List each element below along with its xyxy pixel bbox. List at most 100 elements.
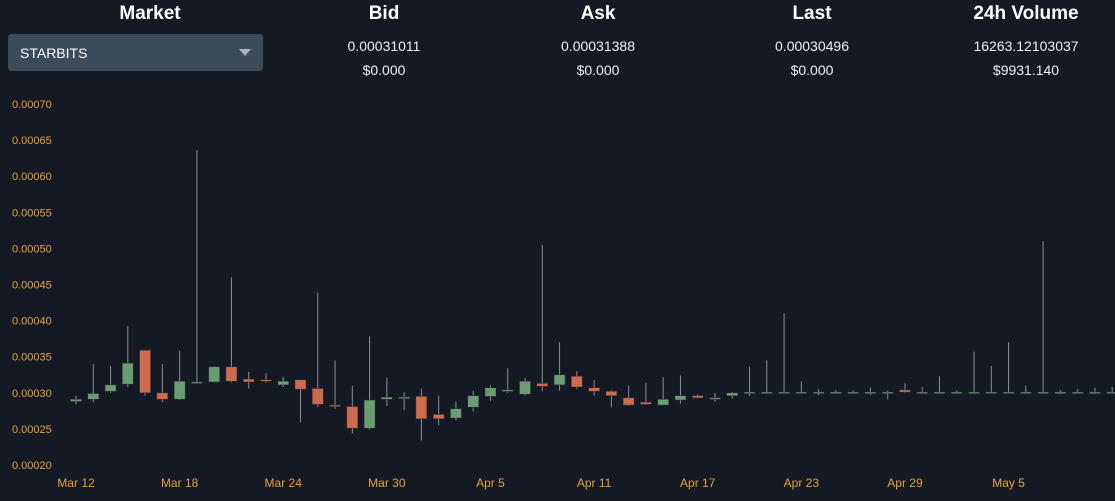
candle	[985, 366, 998, 394]
candle-body-up	[1037, 391, 1049, 394]
candle	[812, 389, 825, 395]
candle	[571, 371, 583, 390]
candle-body-up	[881, 391, 894, 394]
candle-body-down	[588, 387, 600, 392]
candle-body-up	[450, 408, 462, 419]
candle-body-down	[536, 383, 549, 387]
candle-body-up	[173, 380, 186, 400]
candle-body-down	[329, 404, 341, 407]
candle-body-up	[1071, 391, 1084, 394]
y-axis: 0.00020 0.00025 0.00030 0.00035 0.00040 0.000…	[12, 99, 52, 472]
y-tick-label: 0.00055	[12, 207, 52, 219]
x-axis: Mar 12 Mar 18 Mar 24 Mar 30 Apr 5 Apr 11 Apr 1…	[57, 476, 1025, 490]
candle	[709, 392, 721, 402]
ask-usd-value: $0.000	[576, 62, 620, 78]
candle	[951, 390, 963, 394]
candle	[553, 342, 566, 391]
y-tick-label: 0.00050	[12, 243, 52, 255]
candle-body-up	[1106, 391, 1115, 394]
candle	[899, 383, 911, 393]
volume-header: 24h Volume	[973, 3, 1079, 24]
last-header: Last	[792, 3, 832, 24]
candlestick-chart[interactable]: 0.00020 0.00025 0.00030 0.00035 0.00040 0.000…	[0, 88, 1115, 501]
candle	[87, 363, 100, 403]
candle	[260, 373, 272, 383]
x-tick-label: Apr 11	[577, 476, 612, 490]
x-tick-label: Apr 29	[887, 476, 923, 490]
candle	[1002, 342, 1015, 394]
candle-body-up	[1020, 391, 1032, 394]
candle	[1054, 389, 1067, 395]
candle	[173, 350, 186, 401]
candle-body-down	[605, 391, 618, 396]
candle-body-up	[709, 397, 721, 400]
bid-usd-value: $0.000	[362, 62, 406, 78]
candle-body-down	[294, 379, 307, 390]
candle	[657, 376, 669, 406]
candle-body-up	[761, 391, 773, 394]
candle-body-up	[208, 366, 220, 383]
candle	[1071, 389, 1084, 394]
candle-body-down	[156, 392, 169, 400]
candle	[1106, 387, 1115, 394]
x-tick-label: Apr 23	[784, 476, 820, 490]
last-value: 0.00030496	[775, 38, 849, 54]
candle-body-up	[363, 399, 376, 429]
market-select[interactable]: STARBITS	[8, 34, 263, 71]
candle	[1020, 385, 1032, 394]
candle-body-up	[830, 391, 842, 394]
candle-body-up	[277, 380, 289, 386]
candle-body-up	[70, 399, 82, 402]
candle-body-down	[139, 349, 151, 394]
y-tick-label: 0.00070	[12, 99, 52, 111]
bid-header: Bid	[368, 3, 400, 24]
candle	[346, 385, 359, 434]
candle	[415, 388, 428, 441]
candle-body-down	[622, 397, 635, 406]
y-tick-label: 0.00035	[12, 352, 52, 364]
candle	[830, 389, 842, 394]
candle-body-up	[104, 384, 117, 392]
candle-body-up	[553, 374, 566, 386]
candle	[450, 401, 462, 421]
candle-body-down	[415, 396, 428, 420]
candle	[312, 292, 324, 408]
candle	[916, 387, 928, 394]
candle	[432, 395, 445, 426]
candle	[588, 379, 600, 396]
candle-body-up	[795, 391, 808, 394]
x-tick-label: Mar 18	[161, 476, 199, 490]
candle-body-up	[1054, 391, 1067, 394]
candle	[363, 336, 376, 430]
candle	[1089, 387, 1101, 395]
candle-body-down	[225, 366, 238, 382]
volume-value: 16263.12103037	[973, 38, 1079, 54]
candle-body-up	[847, 391, 859, 394]
candle	[674, 375, 687, 404]
candle	[484, 384, 497, 401]
candle-body-up	[933, 391, 946, 394]
candle	[122, 326, 134, 388]
candle-body-up	[1002, 391, 1015, 394]
candle	[242, 371, 255, 389]
y-tick-label: 0.00065	[12, 135, 52, 147]
y-tick-label: 0.00045	[12, 280, 52, 292]
y-tick-label: 0.00040	[12, 316, 52, 328]
candle	[778, 313, 790, 394]
candle-body-up	[398, 396, 410, 399]
candle	[968, 351, 980, 394]
candle	[277, 376, 289, 388]
candle	[881, 390, 894, 400]
candle-body-down	[899, 389, 911, 393]
candle	[847, 390, 859, 394]
x-tick-label: Apr 5	[476, 476, 505, 490]
candle-body-down	[312, 388, 324, 405]
candle-body-up	[519, 380, 531, 395]
market-header: Market	[119, 3, 181, 24]
candle-body-up	[951, 391, 963, 394]
candle-body-up	[726, 392, 739, 396]
candle	[605, 389, 618, 408]
candle	[467, 390, 479, 412]
candle	[795, 381, 808, 394]
candle	[208, 366, 220, 383]
